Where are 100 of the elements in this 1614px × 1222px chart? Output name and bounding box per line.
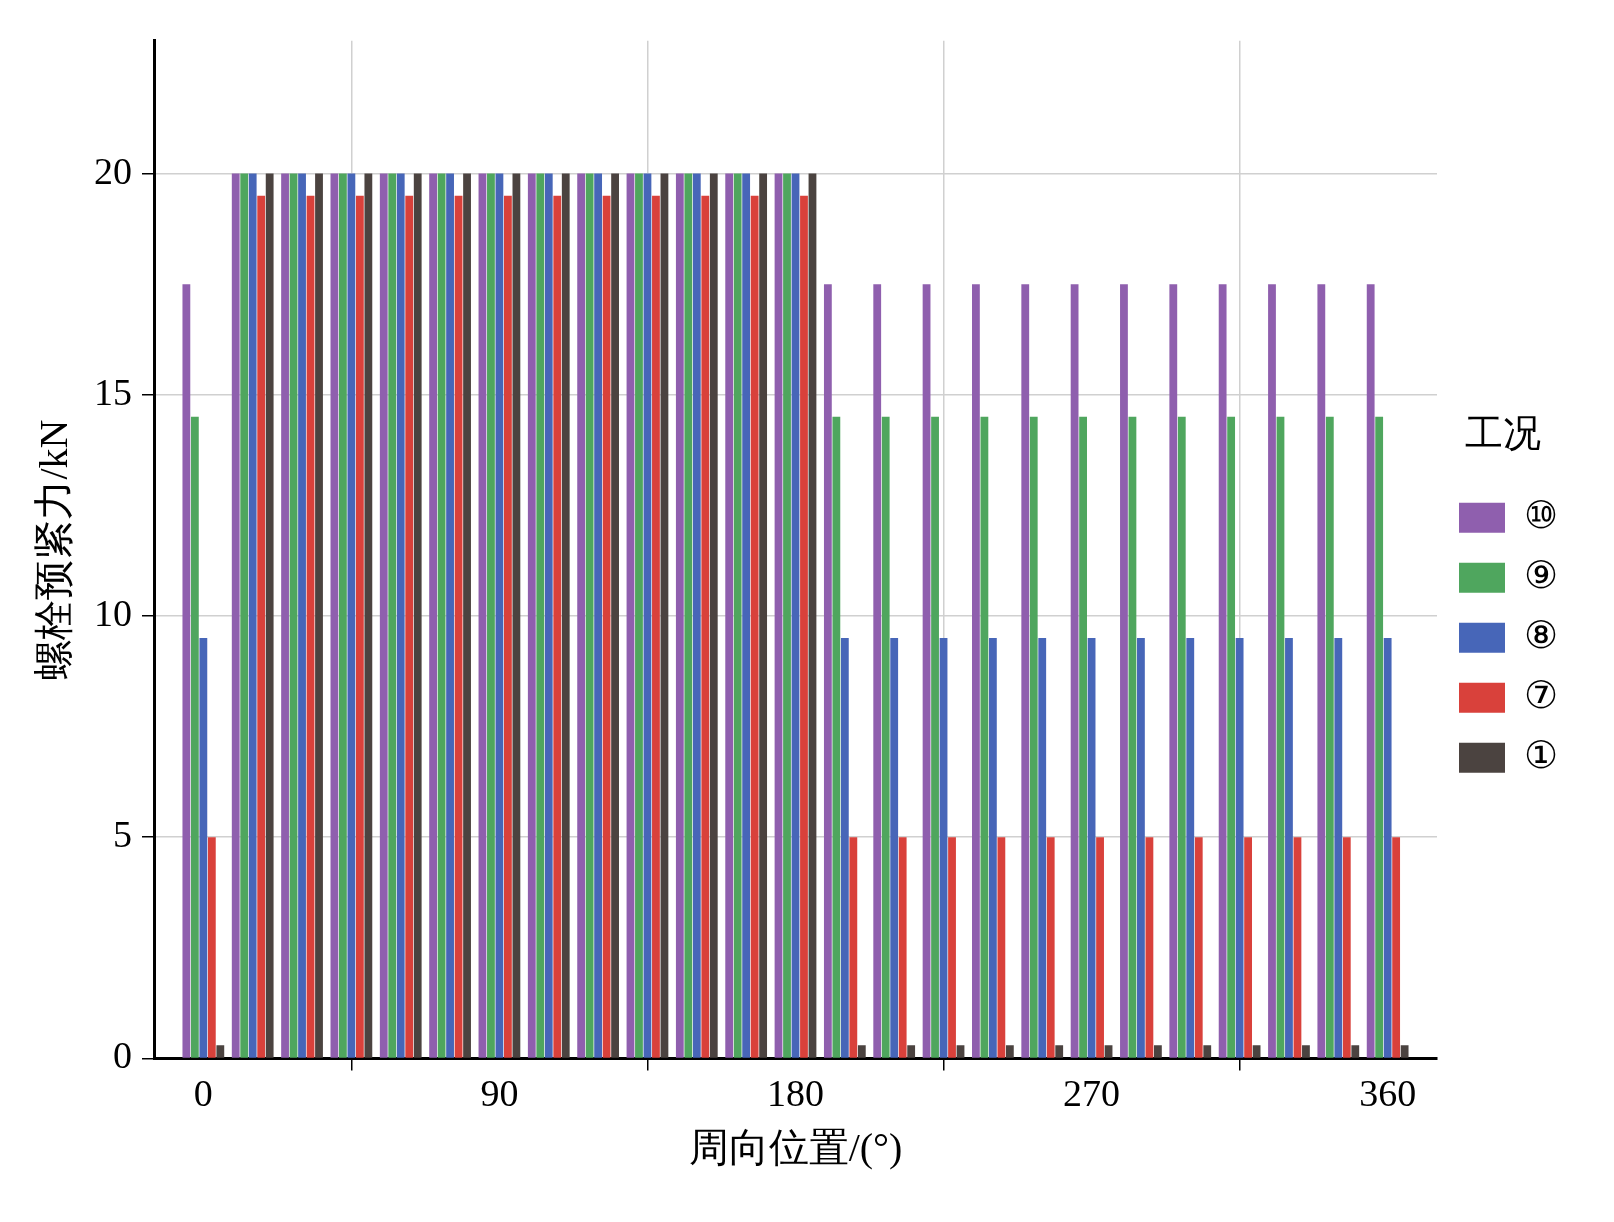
bar — [1285, 638, 1293, 1058]
bar — [1244, 837, 1253, 1058]
bar — [306, 195, 315, 1058]
bar — [1070, 284, 1079, 1058]
bar — [594, 173, 603, 1058]
bar — [330, 173, 339, 1058]
bar — [495, 173, 504, 1058]
bar — [478, 173, 487, 1058]
bar — [1104, 1045, 1113, 1058]
bar — [1038, 638, 1047, 1058]
bar — [190, 416, 199, 1058]
bar — [759, 173, 768, 1058]
legend-title: 工况 — [1464, 412, 1541, 455]
bar — [240, 173, 249, 1058]
bar — [832, 416, 841, 1058]
y-tick-label: 0 — [113, 1034, 132, 1077]
bar — [800, 195, 808, 1058]
bar — [512, 173, 521, 1058]
bar — [1177, 416, 1186, 1058]
bar — [956, 1045, 965, 1058]
bar — [997, 837, 1006, 1058]
bar — [298, 173, 306, 1058]
y-tick-label: 20 — [94, 149, 132, 192]
x-tick-label: 270 — [1063, 1072, 1121, 1115]
bar — [1276, 416, 1285, 1058]
bar — [849, 837, 858, 1058]
bar — [692, 173, 701, 1058]
bar — [355, 195, 364, 1058]
bar — [611, 173, 619, 1058]
bar — [396, 173, 405, 1058]
bar — [1029, 416, 1038, 1058]
bar — [750, 195, 759, 1058]
bar — [216, 1045, 225, 1058]
bar — [1137, 638, 1145, 1058]
bar — [1218, 284, 1227, 1058]
bar — [881, 416, 890, 1058]
bar — [463, 173, 471, 1058]
bar — [675, 173, 684, 1058]
bar — [257, 195, 266, 1058]
bar — [1128, 416, 1137, 1058]
bar — [840, 638, 849, 1058]
bar — [733, 173, 742, 1058]
bar — [504, 195, 512, 1058]
x-tick-label: 180 — [767, 1072, 824, 1115]
bar — [454, 195, 463, 1058]
bar — [1334, 638, 1343, 1058]
bar — [1005, 1045, 1014, 1058]
y-tick-label: 15 — [94, 370, 132, 413]
bar — [1252, 1045, 1261, 1058]
bar — [1325, 416, 1334, 1058]
bar — [1268, 284, 1276, 1058]
y-tick-label: 5 — [113, 813, 132, 856]
bar — [635, 173, 643, 1058]
bar — [413, 173, 422, 1058]
x-tick-label: 90 — [480, 1072, 519, 1115]
bar — [873, 284, 882, 1058]
bar — [1169, 284, 1178, 1058]
bar — [199, 638, 208, 1058]
y-axis-title: 螺栓预紧力/kN — [30, 419, 76, 680]
bar — [709, 173, 718, 1058]
bar — [1375, 416, 1384, 1058]
bar — [808, 173, 817, 1058]
legend-label: ⑧ — [1524, 613, 1558, 656]
bar — [1096, 837, 1104, 1058]
bar — [1087, 638, 1096, 1058]
bar — [1235, 638, 1244, 1058]
bar — [652, 195, 660, 1058]
legend-label: ⑩ — [1524, 493, 1558, 536]
bar — [281, 173, 289, 1058]
bar — [972, 284, 980, 1058]
bar — [388, 173, 397, 1058]
bar — [988, 638, 997, 1058]
bar — [231, 173, 240, 1058]
bar — [265, 173, 274, 1058]
bar — [742, 173, 751, 1058]
legend-label: ⑦ — [1524, 673, 1558, 716]
bar — [429, 173, 438, 1058]
x-tick-label: 360 — [1359, 1072, 1417, 1115]
legend-label: ⑨ — [1524, 553, 1558, 596]
bar — [364, 173, 373, 1058]
bar — [1145, 837, 1154, 1058]
bar — [1366, 284, 1375, 1058]
bar — [1186, 638, 1195, 1058]
bar — [561, 173, 570, 1058]
bar — [289, 173, 298, 1058]
bar — [1120, 284, 1128, 1058]
bar — [1351, 1045, 1360, 1058]
bar — [347, 173, 356, 1058]
bar — [684, 173, 693, 1058]
bar — [1021, 284, 1030, 1058]
bar — [315, 173, 323, 1058]
bar — [823, 284, 832, 1058]
bar — [544, 173, 553, 1058]
bar — [1392, 837, 1401, 1058]
bar — [890, 638, 899, 1058]
bar — [725, 173, 734, 1058]
bar — [207, 837, 216, 1058]
bar — [1203, 1045, 1212, 1058]
x-axis-title: 周向位置/(°) — [688, 1124, 903, 1170]
bar — [857, 1045, 866, 1058]
